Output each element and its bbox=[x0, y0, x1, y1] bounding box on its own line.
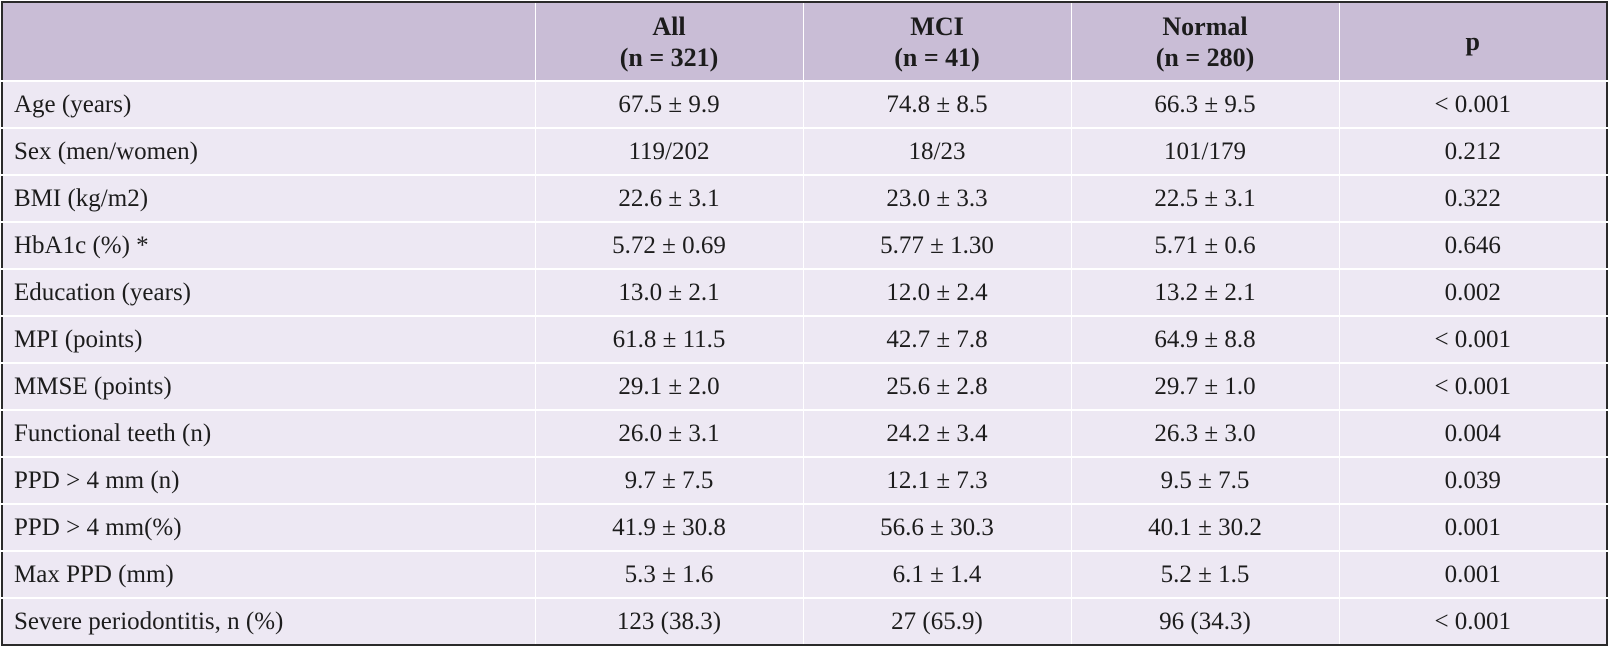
cell-normal: 9.5 ± 7.5 bbox=[1071, 457, 1340, 505]
cell-all: 41.9 ± 30.8 bbox=[535, 504, 804, 552]
cell-mci: 27 (65.9) bbox=[803, 598, 1072, 645]
cell-all: 9.7 ± 7.5 bbox=[535, 457, 804, 505]
cell-variable: Max PPD (mm) bbox=[2, 551, 536, 599]
cell-p-value: 0.212 bbox=[1339, 128, 1607, 176]
table-row: Education (years) 13.0 ± 2.1 12.0 ± 2.4 13.… bbox=[2, 269, 1607, 317]
cell-mci: 6.1 ± 1.4 bbox=[803, 551, 1072, 599]
cell-normal: 64.9 ± 8.8 bbox=[1071, 316, 1340, 364]
table-row: Severe periodontitis, n (%) 123 (38.3) 27 … bbox=[2, 598, 1607, 645]
cell-p-value: < 0.001 bbox=[1339, 363, 1607, 411]
cell-mci: 25.6 ± 2.8 bbox=[803, 363, 1072, 411]
cell-normal: 101/179 bbox=[1071, 128, 1340, 176]
cell-all: 22.6 ± 3.1 bbox=[535, 175, 804, 223]
header-line-1: Normal bbox=[1162, 11, 1248, 41]
header-cell-variable bbox=[2, 2, 536, 82]
table-row: MPI (points) 61.8 ± 11.5 42.7 ± 7.8 64.9 ± … bbox=[2, 316, 1607, 364]
cell-p-value: 0.001 bbox=[1339, 504, 1607, 552]
table-row: PPD > 4 mm (n) 9.7 ± 7.5 12.1 ± 7.3 9.5 ± 7… bbox=[2, 457, 1607, 505]
header-line-2: (n = 41) bbox=[894, 42, 980, 72]
header-cell-all: All (n = 321) bbox=[535, 2, 804, 82]
cell-variable: Sex (men/women) bbox=[2, 128, 536, 176]
table-row: Functional teeth (n) 26.0 ± 3.1 24.2 ± 3.4… bbox=[2, 410, 1607, 458]
cell-p-value: < 0.001 bbox=[1339, 316, 1607, 364]
cell-p-value: 0.039 bbox=[1339, 457, 1607, 505]
cell-variable: Age (years) bbox=[2, 81, 536, 129]
cell-all: 123 (38.3) bbox=[535, 598, 804, 645]
table-body: Age (years) 67.5 ± 9.9 74.8 ± 8.5 66.3 ± 9.… bbox=[2, 81, 1607, 645]
cell-mci: 24.2 ± 3.4 bbox=[803, 410, 1072, 458]
cell-p-value: 0.001 bbox=[1339, 551, 1607, 599]
cell-mci: 5.77 ± 1.30 bbox=[803, 222, 1072, 270]
cell-normal: 96 (34.3) bbox=[1071, 598, 1340, 645]
cell-variable: HbA1c (%) * bbox=[2, 222, 536, 270]
cell-p-value: < 0.001 bbox=[1339, 81, 1607, 129]
cell-variable: Severe periodontitis, n (%) bbox=[2, 598, 536, 645]
cell-all: 13.0 ± 2.1 bbox=[535, 269, 804, 317]
table-row: HbA1c (%) * 5.72 ± 0.69 5.77 ± 1.30 5.71 ± … bbox=[2, 222, 1607, 270]
cell-normal: 5.2 ± 1.5 bbox=[1071, 551, 1340, 599]
cell-mci: 23.0 ± 3.3 bbox=[803, 175, 1072, 223]
table-row: Sex (men/women) 119/202 18/23 101/179 0.212 bbox=[2, 128, 1607, 176]
cell-all: 61.8 ± 11.5 bbox=[535, 316, 804, 364]
cell-normal: 22.5 ± 3.1 bbox=[1071, 175, 1340, 223]
cell-variable: Education (years) bbox=[2, 269, 536, 317]
cell-variable: MMSE (points) bbox=[2, 363, 536, 411]
cell-variable: PPD > 4 mm(%) bbox=[2, 504, 536, 552]
header-line-1: All bbox=[652, 11, 686, 41]
cell-all: 5.72 ± 0.69 bbox=[535, 222, 804, 270]
table-header: All (n = 321) MCI (n = 41) Normal (n = 2… bbox=[2, 2, 1607, 82]
cell-p-value: 0.646 bbox=[1339, 222, 1607, 270]
cell-p-value: 0.004 bbox=[1339, 410, 1607, 458]
table-row: PPD > 4 mm(%) 41.9 ± 30.8 56.6 ± 30.3 40.1 … bbox=[2, 504, 1607, 552]
cell-p-value: < 0.001 bbox=[1434, 607, 1512, 635]
header-line-1: p bbox=[1465, 27, 1480, 56]
cell-mci: 12.0 ± 2.4 bbox=[803, 269, 1072, 317]
cell-mci: 18/23 bbox=[803, 128, 1072, 176]
cell-normal: 40.1 ± 30.2 bbox=[1071, 504, 1340, 552]
cell-normal: 29.7 ± 1.0 bbox=[1071, 363, 1340, 411]
cell-mci: 42.7 ± 7.8 bbox=[803, 316, 1072, 364]
header-line-1: MCI bbox=[910, 11, 964, 41]
table-row: MMSE (points) 29.1 ± 2.0 25.6 ± 2.8 29.7 ± … bbox=[2, 363, 1607, 411]
cell-variable: BMI (kg/m2) bbox=[2, 175, 536, 223]
cell-mci: 74.8 ± 8.5 bbox=[803, 81, 1072, 129]
table-row: BMI (kg/m2) 22.6 ± 3.1 23.0 ± 3.3 22.5 ± 3.… bbox=[2, 175, 1607, 223]
cell-all: 67.5 ± 9.9 bbox=[535, 81, 804, 129]
cell-p-value: 0.322 bbox=[1339, 175, 1607, 223]
cell-variable: PPD > 4 mm (n) bbox=[2, 457, 536, 505]
cell-normal: 5.71 ± 0.6 bbox=[1071, 222, 1340, 270]
header-row: All (n = 321) MCI (n = 41) Normal (n = 2… bbox=[2, 2, 1607, 82]
cell-variable: Functional teeth (n) bbox=[2, 410, 536, 458]
cell-all: 119/202 bbox=[535, 128, 804, 176]
header-cell-normal: Normal (n = 280) bbox=[1071, 2, 1340, 82]
header-cell-mci: MCI (n = 41) bbox=[803, 2, 1072, 82]
cell-p-value: 0.002 bbox=[1339, 269, 1607, 317]
cell-variable: MPI (points) bbox=[2, 316, 536, 364]
cell-mci: 56.6 ± 30.3 bbox=[803, 504, 1072, 552]
table-row: Age (years) 67.5 ± 9.9 74.8 ± 8.5 66.3 ± 9.… bbox=[2, 81, 1607, 129]
cell-all: 5.3 ± 1.6 bbox=[535, 551, 804, 599]
header-line-2: (n = 321) bbox=[619, 42, 719, 72]
cell-normal: 26.3 ± 3.0 bbox=[1071, 410, 1340, 458]
cell-normal: 66.3 ± 9.5 bbox=[1071, 81, 1340, 129]
cell-all: 26.0 ± 3.1 bbox=[535, 410, 804, 458]
cell-all: 29.1 ± 2.0 bbox=[535, 363, 804, 411]
cell-normal: 13.2 ± 2.1 bbox=[1071, 269, 1340, 317]
header-cell-p: p bbox=[1339, 2, 1607, 82]
cell-mci: 12.1 ± 7.3 bbox=[803, 457, 1072, 505]
table-row: Max PPD (mm) 5.3 ± 1.6 6.1 ± 1.4 5.2 ± 1.5 0… bbox=[2, 551, 1607, 599]
header-line-2: (n = 280) bbox=[1155, 42, 1255, 72]
